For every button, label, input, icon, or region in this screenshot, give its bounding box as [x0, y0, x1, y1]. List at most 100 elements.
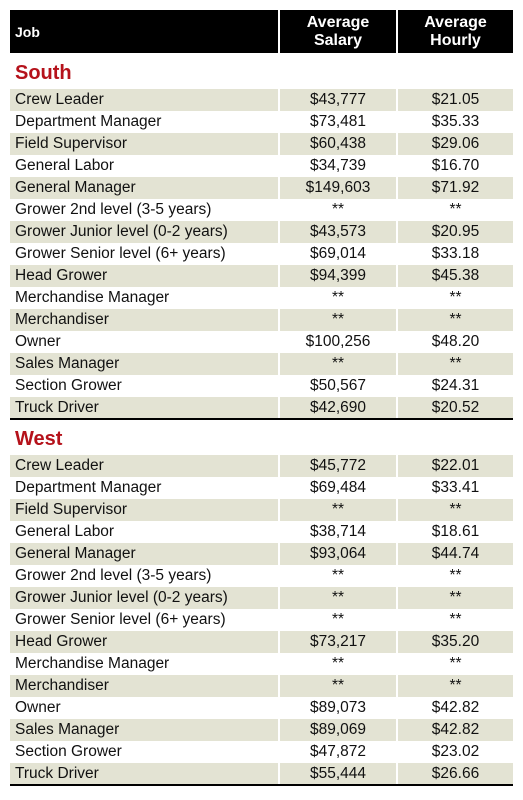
hourly-cell: $42.82: [396, 697, 513, 719]
job-cell: Sales Manager: [10, 719, 279, 741]
job-cell: Crew Leader: [10, 89, 279, 111]
table-row: Grower 2nd level (3-5 years) ** **: [10, 565, 513, 587]
salary-cell: $73,481: [278, 111, 397, 133]
hourly-cell: **: [396, 675, 513, 697]
table-row: General Labor $38,714 $18.61: [10, 521, 513, 543]
hourly-cell: $29.06: [396, 133, 513, 155]
salary-cell: $89,073: [278, 697, 397, 719]
table-row: Merchandiser ** **: [10, 309, 513, 331]
table-row: Sales Manager $89,069 $42.82: [10, 719, 513, 741]
job-cell: Field Supervisor: [10, 133, 279, 155]
job-cell: Department Manager: [10, 111, 279, 133]
table-row: Department Manager $73,481 $35.33: [10, 111, 513, 133]
job-cell: Crew Leader: [10, 455, 279, 477]
table-row: Truck Driver $42,690 $20.52: [10, 397, 513, 420]
salary-cell: **: [278, 199, 397, 221]
table-row: Head Grower $73,217 $35.20: [10, 631, 513, 653]
hourly-cell: $24.31: [396, 375, 513, 397]
job-cell: Truck Driver: [10, 763, 279, 786]
job-cell: Grower Junior level (0-2 years): [10, 221, 279, 243]
salary-cell: $73,217: [278, 631, 397, 653]
table-row: Field Supervisor ** **: [10, 499, 513, 521]
hourly-cell: $45.38: [396, 265, 513, 287]
table-row: Owner $89,073 $42.82: [10, 697, 513, 719]
job-cell: General Manager: [10, 543, 279, 565]
salary-cell: $45,772: [278, 455, 397, 477]
salary-cell: $69,484: [278, 477, 397, 499]
salary-cell: $43,777: [278, 89, 397, 111]
job-cell: General Labor: [10, 521, 279, 543]
table-row: Field Supervisor $60,438 $29.06: [10, 133, 513, 155]
salary-cell: $38,714: [278, 521, 397, 543]
region-heading: South: [10, 53, 513, 89]
job-cell: Grower 2nd level (3-5 years): [10, 565, 279, 587]
table-row: General Labor $34,739 $16.70: [10, 155, 513, 177]
salary-cell: **: [278, 587, 397, 609]
job-cell: Merchandise Manager: [10, 287, 279, 309]
table-row: Department Manager $69,484 $33.41: [10, 477, 513, 499]
table-header: Job Average Salary Average Hourly: [10, 10, 513, 53]
job-cell: Grower 2nd level (3-5 years): [10, 199, 279, 221]
job-cell: Grower Junior level (0-2 years): [10, 587, 279, 609]
hourly-cell: **: [396, 353, 513, 375]
table-row: Grower Senior level (6+ years) ** **: [10, 609, 513, 631]
salary-cell: $34,739: [278, 155, 397, 177]
salary-cell: **: [278, 353, 397, 375]
hourly-cell: $44.74: [396, 543, 513, 565]
table-row: Grower 2nd level (3-5 years) ** **: [10, 199, 513, 221]
header-job: Job: [10, 10, 279, 53]
salary-table-container: Job Average Salary Average Hourly South Cre…: [10, 10, 513, 786]
salary-cell: $69,014: [278, 243, 397, 265]
hourly-cell: **: [396, 287, 513, 309]
table-row: Crew Leader $45,772 $22.01: [10, 455, 513, 477]
table-row: Grower Junior level (0-2 years) ** **: [10, 587, 513, 609]
hourly-cell: **: [396, 199, 513, 221]
hourly-cell: **: [396, 587, 513, 609]
table-body: South Crew Leader $43,777 $21.05 Department …: [10, 53, 513, 786]
job-cell: Truck Driver: [10, 397, 279, 420]
job-cell: General Manager: [10, 177, 279, 199]
salary-cell: **: [278, 499, 397, 521]
job-cell: General Labor: [10, 155, 279, 177]
job-cell: Merchandiser: [10, 309, 279, 331]
salary-cell: **: [278, 309, 397, 331]
hourly-cell: $20.95: [396, 221, 513, 243]
hourly-cell: **: [396, 309, 513, 331]
salary-cell: $94,399: [278, 265, 397, 287]
table-row: Truck Driver $55,444 $26.66: [10, 763, 513, 786]
header-hourly: Average Hourly: [396, 10, 513, 53]
hourly-cell: **: [396, 565, 513, 587]
salary-cell: **: [278, 287, 397, 309]
table-row: Sales Manager ** **: [10, 353, 513, 375]
table-row: Grower Senior level (6+ years) $69,014 $33…: [10, 243, 513, 265]
job-cell: Section Grower: [10, 375, 279, 397]
salary-cell: **: [278, 675, 397, 697]
salary-cell: $47,872: [278, 741, 397, 763]
salary-cell: $93,064: [278, 543, 397, 565]
salary-cell: $89,069: [278, 719, 397, 741]
hourly-cell: **: [396, 499, 513, 521]
job-cell: Head Grower: [10, 631, 279, 653]
salary-cell: **: [278, 565, 397, 587]
table-row: Owner $100,256 $48.20: [10, 331, 513, 353]
job-cell: Department Manager: [10, 477, 279, 499]
salary-cell: **: [278, 653, 397, 675]
hourly-cell: $48.20: [396, 331, 513, 353]
salary-cell: $100,256: [278, 331, 397, 353]
table-row: Head Grower $94,399 $45.38: [10, 265, 513, 287]
region-heading: West: [10, 419, 513, 455]
job-cell: Field Supervisor: [10, 499, 279, 521]
hourly-cell: $23.02: [396, 741, 513, 763]
hourly-cell: $26.66: [396, 763, 513, 786]
salary-table: Job Average Salary Average Hourly South Cre…: [10, 10, 513, 786]
table-row: General Manager $93,064 $44.74: [10, 543, 513, 565]
job-cell: Section Grower: [10, 741, 279, 763]
table-row: Section Grower $50,567 $24.31: [10, 375, 513, 397]
hourly-cell: $33.18: [396, 243, 513, 265]
hourly-cell: $42.82: [396, 719, 513, 741]
region-row: West: [10, 419, 513, 455]
table-row: Crew Leader $43,777 $21.05: [10, 89, 513, 111]
table-row: Grower Junior level (0-2 years) $43,573 $2…: [10, 221, 513, 243]
table-row: General Manager $149,603 $71.92: [10, 177, 513, 199]
salary-cell: $60,438: [278, 133, 397, 155]
